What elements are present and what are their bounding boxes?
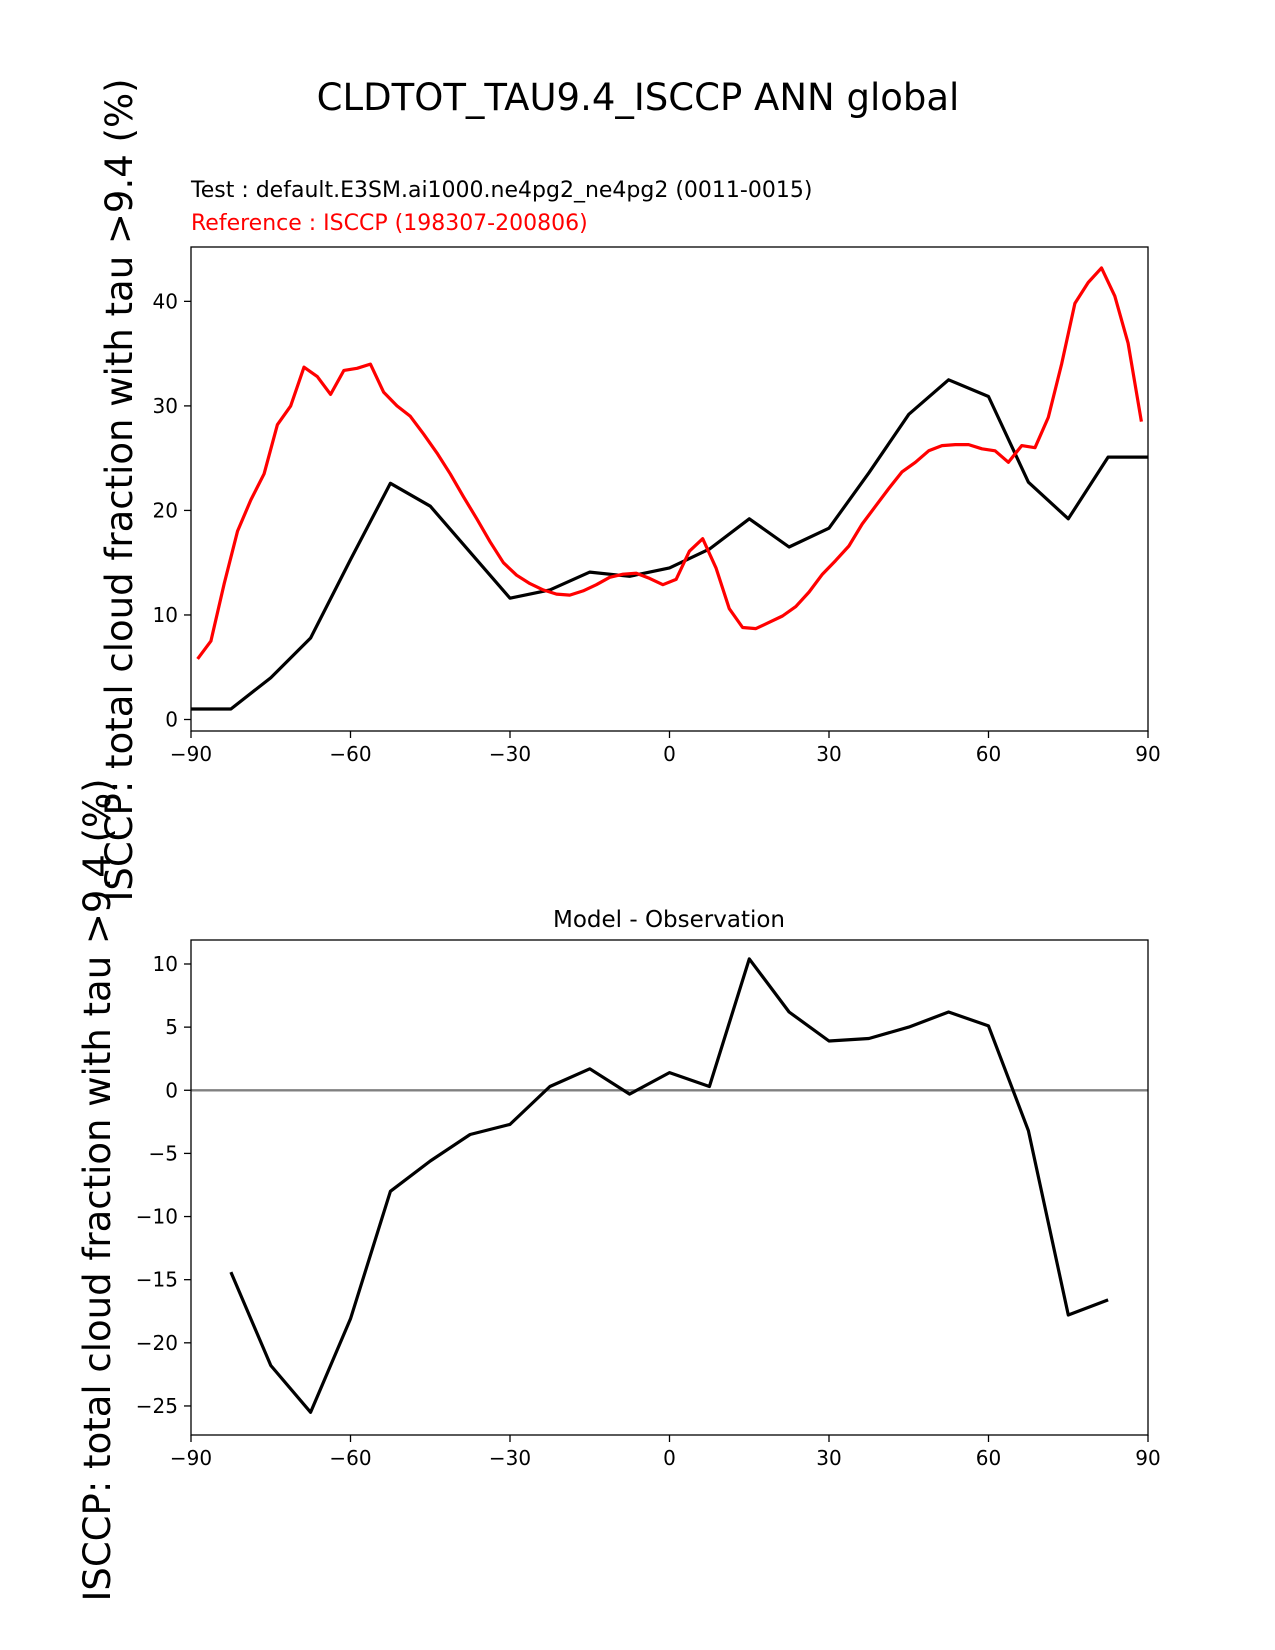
bottom-x-tick-label: −90 [170,1446,212,1470]
top-x-tick-label: −60 [329,742,371,766]
top-x-tick-label: −90 [170,742,212,766]
bottom-y-tick-label: 10 [153,952,178,976]
bottom-y-tick-label: −25 [136,1394,178,1418]
bottom-x-tick-label: −30 [489,1446,531,1470]
page-title: CLDTOT_TAU9.4_ISCCP ANN global [317,76,960,119]
top-y-tick-label: 30 [153,394,178,418]
bottom-y-tick-label: −15 [136,1268,178,1292]
top-x-tick-label: −30 [489,742,531,766]
bottom-series-line-model-observation [229,957,1109,1414]
bottom-y-tick-label: 0 [165,1078,178,1102]
bottom-plot-frame [190,939,1149,1436]
bottom-y-tick-label: −5 [149,1141,178,1165]
bottom-panel-title: Model - Observation [553,907,785,933]
bottom-x-tick-label: 60 [976,1446,1001,1470]
bottom-x-tick-label: 0 [663,1446,676,1470]
top-y-tick-label: 10 [153,603,178,627]
bottom-y-tick-label: −10 [136,1205,178,1229]
top-series-line-test [191,378,1148,711]
top-y-axis-label: ISCCP: total cloud fraction with tau >9.… [98,78,141,901]
test-label: Test : default.E3SM.ai1000.ne4pg2_ne4pg2… [190,178,812,203]
top-x-tick-label: 90 [1135,742,1160,766]
top-x-tick-label: 0 [663,742,676,766]
bottom-panel: Model - Observation −90 −60 −30 0 30 60 90 10 5… [76,778,1161,1601]
top-plot-frame [190,246,1149,732]
top-y-tick-label: 20 [153,498,178,522]
top-panel: −90 −60 −30 0 30 60 90 0 10 20 30 40 ISCCP: total … [98,78,1161,901]
top-series-line-reference [196,266,1143,660]
top-y-tick-label: 0 [165,708,178,732]
top-x-tick-label: 60 [976,742,1001,766]
top-x-tick-label: 30 [816,742,841,766]
reference-label: Reference : ISCCP (198307-200806) [191,211,588,236]
bottom-x-tick-label: 30 [816,1446,841,1470]
bottom-y-tick-label: −20 [136,1331,178,1355]
bottom-y-axis-label: ISCCP: total cloud fraction with tau >9.… [76,778,119,1601]
bottom-y-tick-label: 5 [165,1015,178,1039]
bottom-x-tick-label: −60 [329,1446,371,1470]
bottom-x-tick-label: 90 [1135,1446,1160,1470]
top-y-tick-label: 40 [153,289,178,313]
